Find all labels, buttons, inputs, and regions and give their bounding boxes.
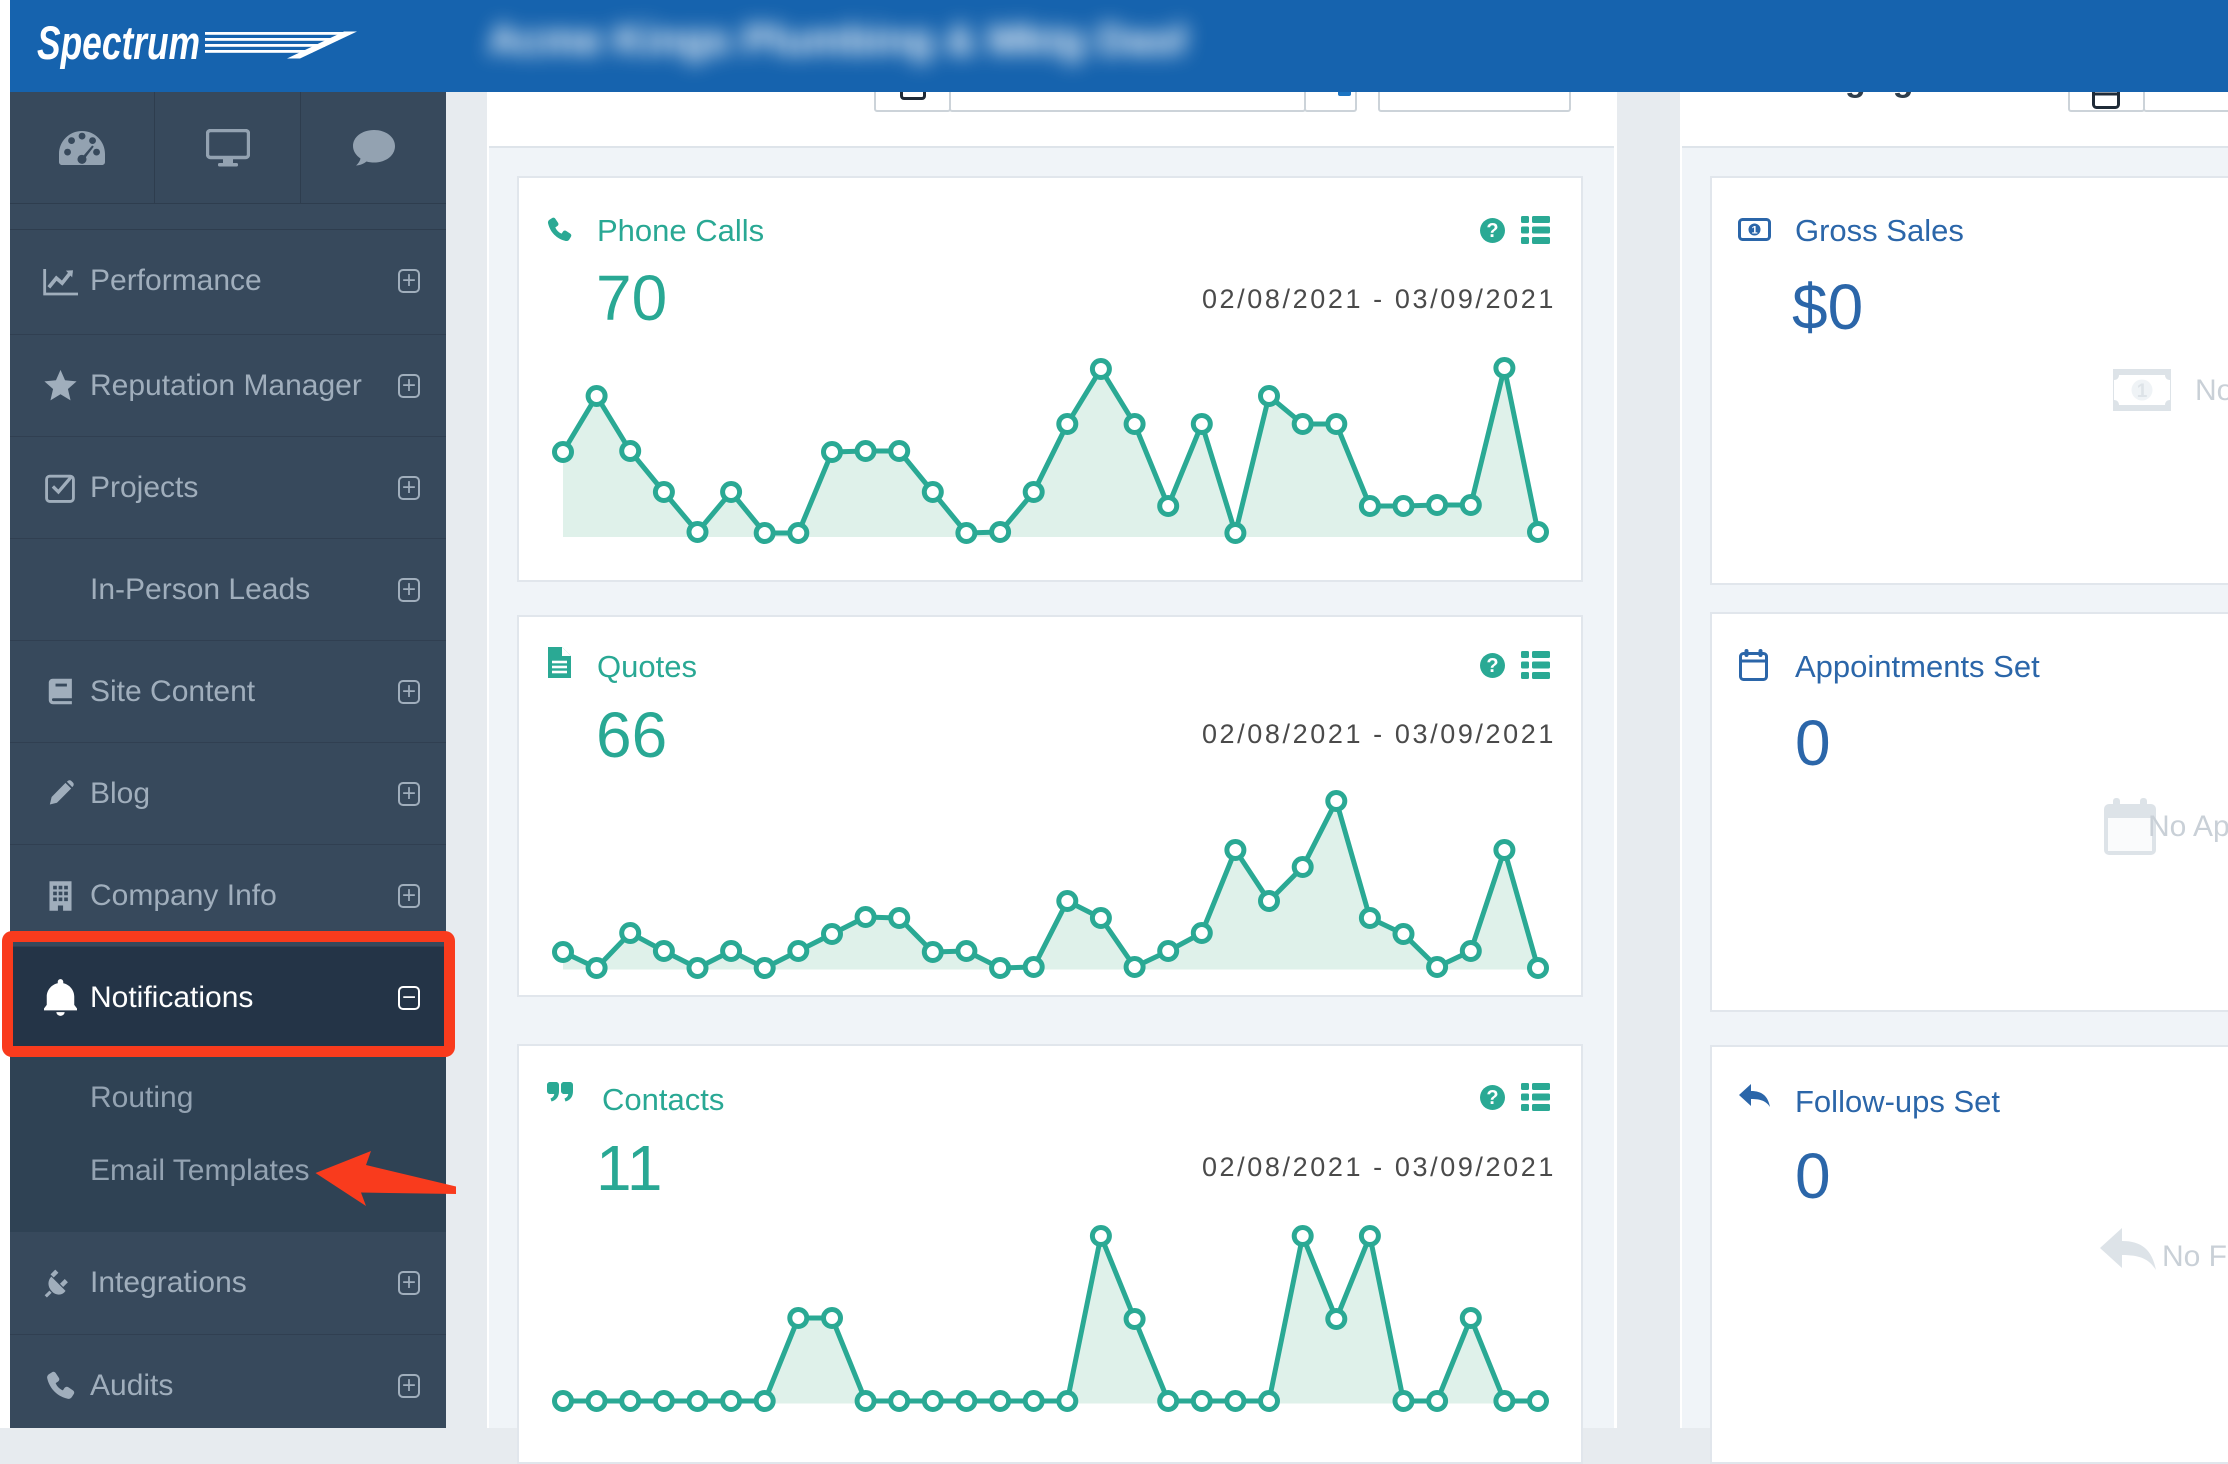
svg-text:Spectrum: Spectrum <box>37 16 200 69</box>
svg-text:1: 1 <box>2137 381 2148 402</box>
svg-text:1: 1 <box>1751 225 1757 237</box>
